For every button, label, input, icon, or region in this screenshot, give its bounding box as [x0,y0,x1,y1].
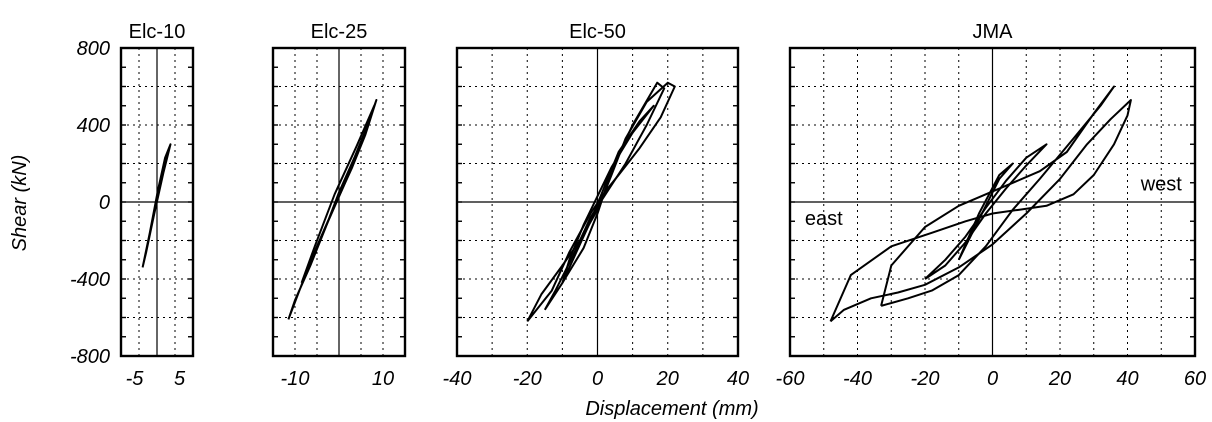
x-tick-label: -60 [776,368,805,390]
x-tick-label: -20 [513,368,542,390]
panel-1: Elc-10 -5 5 -800 -400 0 400 800 [70,21,195,390]
hysteresis-loop-4 [957,162,1014,261]
x-tick-label: 40 [1116,368,1138,390]
hysteresis-loop-1 [829,99,1132,323]
x-tick-label: 5 [174,368,186,390]
panel-3: Elc-50 -40 -20 0 20 40 [443,21,750,390]
x-tick-label: -40 [443,368,472,390]
hysteresis-loop-3 [561,104,655,284]
hysteresis-loop-2 [543,81,666,311]
y-tick-label: 800 [77,38,110,60]
x-tick-label: 10 [372,368,394,390]
panel-title: Elc-10 [129,21,186,43]
y-tick-label: 400 [77,115,110,137]
panel-title: Elc-25 [311,21,368,43]
hysteresis-loop-1 [141,143,172,268]
x-tick-label: -10 [281,368,310,390]
x-tick-label: 0 [592,368,603,390]
y-axis-label: Shear (kN) [9,155,31,252]
y-tick-label: 0 [99,192,110,214]
x-tick-label: 20 [656,368,679,390]
annotation-east: east [805,208,843,230]
panel-title: Elc-50 [569,21,626,43]
x-tick-label: 0 [987,368,998,390]
hysteresis-loop-2 [300,104,376,284]
x-tick-label: 40 [727,368,749,390]
x-tick-label: 60 [1184,368,1206,390]
hysteresis-loop-2 [880,85,1115,307]
y-tick-label: -400 [70,269,110,291]
panel-2: Elc-25 -10 10 [271,21,407,390]
x-axis-label: Displacement (mm) [585,398,758,420]
y-tick-label: -800 [70,346,110,368]
x-tick-label: -40 [843,368,872,390]
x-tick-label: -20 [911,368,940,390]
x-tick-label: -5 [126,368,145,390]
panel-title: JMA [973,21,1014,43]
panel-4: JMA -60 -40 -20 0 20 40 60 east west [776,21,1207,390]
annotation-west: west [1140,173,1183,195]
x-tick-label: 20 [1048,368,1071,390]
